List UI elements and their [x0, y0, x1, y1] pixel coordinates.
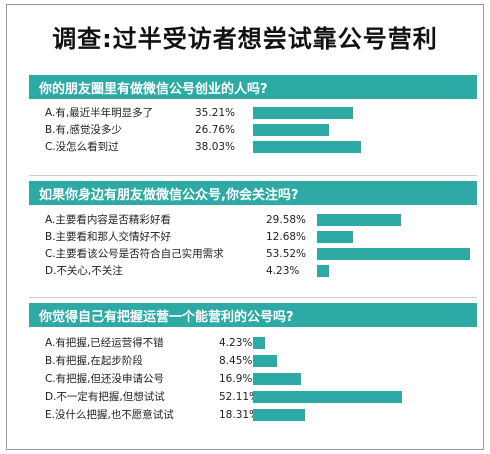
- answer-row: D.不一定有把握,但想试试 52.11%: [7, 390, 483, 404]
- answer-row: B.主要看和那人交情好不好 12.68%: [7, 230, 483, 244]
- percent-bar: [317, 214, 401, 226]
- answer-row: C.主要看该公号是否符合自己实用需求 53.52%: [7, 247, 483, 261]
- answer-label: C.有把握,但还没申请公号: [45, 373, 165, 385]
- answer-label: A.主要看内容是否精彩好看: [45, 214, 171, 226]
- infographic-title: 调查:过半受访者想尝试靠公号营利: [52, 24, 438, 53]
- percent-bar: [317, 231, 353, 243]
- answer-label: B.主要看和那人交情好不好: [45, 231, 172, 243]
- percent-label: 29.58%: [266, 214, 307, 226]
- percent-label: 4.23%: [266, 265, 300, 277]
- answer-label: B.有把握,在起步阶段: [45, 355, 143, 367]
- question-header: 如果你身边有朋友做微信公众号,你会关注吗?: [29, 181, 477, 205]
- percent-label: 35.21%: [195, 107, 236, 119]
- percent-label: 18.31%: [219, 409, 260, 421]
- percent-bar: [253, 141, 361, 153]
- percent-bar: [253, 409, 305, 421]
- percent-bar: [253, 373, 301, 385]
- question-header: 你的朋友圈里有做微信公号创业的人吗?: [29, 75, 477, 99]
- answer-label: D.不一定有把握,但想试试: [45, 391, 165, 403]
- question-header: 你觉得自己有把握运营一个能营利的公号吗?: [29, 303, 477, 327]
- percent-label: 53.52%: [266, 248, 307, 260]
- answer-row: A.有,最近半年明显多了 35.21%: [7, 106, 483, 120]
- percent-label: 52.11%: [219, 391, 260, 403]
- percent-label: 12.68%: [266, 231, 307, 243]
- percent-label: 38.03%: [195, 141, 236, 153]
- answer-row: A.有把握,已经运营得不错 4.23%: [7, 336, 483, 350]
- answer-row: B.有,感觉没多少 26.76%: [7, 123, 483, 137]
- answer-label: D.不关心,不关注: [45, 265, 123, 277]
- section-divider: [29, 297, 477, 298]
- percent-bar: [253, 107, 353, 119]
- answer-row: A.主要看内容是否精彩好看 29.58%: [7, 213, 483, 227]
- percent-bar: [317, 265, 329, 277]
- answer-label: A.有,最近半年明显多了: [45, 107, 154, 119]
- survey-infographic: 调查:过半受访者想尝试靠公号营利 你的朋友圈里有做微信公号创业的人吗? A.有,最…: [6, 4, 484, 450]
- section-divider: [29, 175, 477, 176]
- answer-label: C.主要看该公号是否符合自己实用需求: [45, 248, 224, 260]
- answer-row: D.不关心,不关注 4.23%: [7, 264, 483, 278]
- answer-label: E.没什么把握,也不愿意试试: [45, 409, 174, 421]
- percent-label: 4.23%: [219, 337, 253, 349]
- percent-bar: [253, 391, 402, 403]
- answer-label: B.有,感觉没多少: [45, 124, 122, 136]
- percent-label: 8.45%: [219, 355, 253, 367]
- answer-row: C.没怎么看到过 38.03%: [7, 140, 483, 154]
- percent-label: 26.76%: [195, 124, 236, 136]
- answer-label: C.没怎么看到过: [45, 141, 119, 153]
- percent-bar: [317, 248, 470, 260]
- answer-label: A.有把握,已经运营得不错: [45, 337, 164, 349]
- answer-row: E.没什么把握,也不愿意试试 18.31%: [7, 408, 483, 422]
- percent-bar: [253, 355, 277, 367]
- answer-row: B.有把握,在起步阶段 8.45%: [7, 354, 483, 368]
- percent-bar: [253, 337, 265, 349]
- percent-bar: [253, 124, 329, 136]
- answer-row: C.有把握,但还没申请公号 16.9%: [7, 372, 483, 386]
- percent-label: 16.9%: [219, 373, 253, 385]
